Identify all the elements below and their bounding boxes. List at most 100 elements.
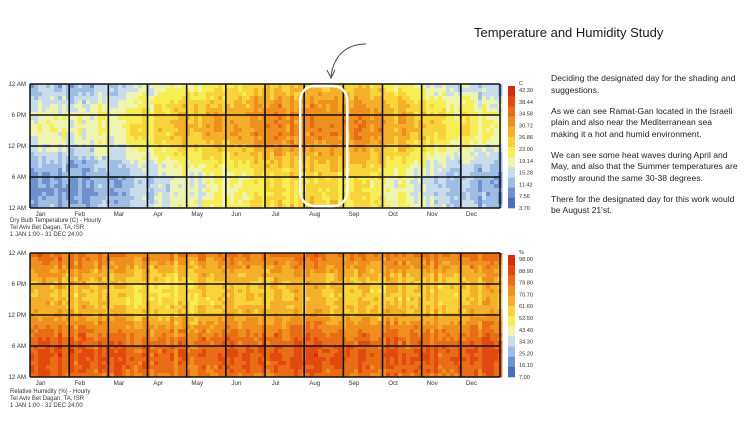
temp-cell (226, 124, 231, 129)
temp-cell (462, 84, 467, 89)
hum-cell (58, 357, 63, 362)
temp-cell (438, 140, 443, 145)
temp-cell (102, 120, 107, 125)
hum-cell (142, 341, 147, 346)
temp-cell (170, 176, 175, 181)
temp-cell (410, 192, 415, 197)
temp-cell (362, 204, 367, 209)
temp-cell (274, 156, 279, 161)
temp-cell (134, 92, 139, 97)
temp-cell (462, 192, 467, 197)
temp-cell (134, 136, 139, 141)
temp-cell (378, 156, 383, 161)
temp-cell (426, 108, 431, 113)
hum-cell (82, 305, 87, 310)
temp-cell (218, 196, 223, 201)
temp-cell (306, 108, 311, 113)
temp-cell (426, 148, 431, 153)
temp-cell (162, 116, 167, 121)
temp-cell (270, 196, 275, 201)
temp-cell (174, 88, 179, 93)
temp-cell (358, 188, 363, 193)
temp-cell (482, 112, 487, 117)
temp-cell (142, 100, 147, 105)
temp-cell (390, 168, 395, 173)
hum-cell (46, 369, 51, 374)
temp-cell (250, 128, 255, 133)
temp-cell (98, 148, 103, 153)
temp-cell (66, 104, 71, 109)
temp-cell (58, 108, 63, 113)
temp-cell (454, 96, 459, 101)
hum-cell (98, 301, 103, 306)
temp-cell (274, 148, 279, 153)
temp-cell (126, 196, 131, 201)
temp-cell (374, 128, 379, 133)
temp-cell (334, 192, 339, 197)
temp-cell (442, 172, 447, 177)
hum-cell (62, 277, 67, 282)
temp-cell (330, 108, 335, 113)
temp-cell (338, 176, 343, 181)
temp-cell (242, 136, 247, 141)
temp-cell (282, 120, 287, 125)
temp-cell (430, 120, 435, 125)
temp-cell (350, 132, 355, 137)
temp-cell (466, 116, 471, 121)
temp-cell (194, 184, 199, 189)
temp-cell (210, 164, 215, 169)
temp-cell (74, 196, 79, 201)
temp-cell (126, 140, 131, 145)
hum-cell (58, 301, 63, 306)
temp-cell (234, 120, 239, 125)
temp-cell (86, 176, 91, 181)
temp-cell (118, 184, 123, 189)
hum-cell (142, 357, 147, 362)
temp-cell (142, 196, 147, 201)
hum-cell (150, 289, 155, 294)
temp-cell (358, 184, 363, 189)
temp-cell (454, 92, 459, 97)
temp-cell (422, 132, 427, 137)
temp-cell (274, 128, 279, 133)
hum-cell (114, 309, 119, 314)
temp-cell (34, 164, 39, 169)
temp-cell (350, 188, 355, 193)
hum-cell (94, 333, 99, 338)
temp-cell (378, 164, 383, 169)
temp-cell (266, 96, 271, 101)
temp-cell (358, 172, 363, 177)
temp-cell (42, 148, 47, 153)
temp-cell (202, 132, 207, 137)
temp-cell (402, 116, 407, 121)
temp-cell (242, 172, 247, 177)
temp-cell (486, 176, 491, 181)
hum-cell (74, 285, 79, 290)
hum-cell (86, 357, 91, 362)
temp-cell (78, 132, 83, 137)
temp-cell (198, 112, 203, 117)
temp-cell (194, 188, 199, 193)
temp-cell (350, 100, 355, 105)
temp-cell (218, 164, 223, 169)
temp-cell (190, 184, 195, 189)
temp-cell (226, 92, 231, 97)
temp-cell (398, 96, 403, 101)
hum-cell (154, 357, 159, 362)
temp-cell (462, 120, 467, 125)
hum-cell (38, 281, 43, 286)
temp-cell (102, 140, 107, 145)
temp-cell (294, 104, 299, 109)
temp-cell (194, 104, 199, 109)
temp-cell (214, 152, 219, 157)
temp-cell (258, 124, 263, 129)
hum-cell (46, 345, 51, 350)
hum-cell (114, 317, 119, 322)
temp-cell (426, 84, 431, 89)
temp-cell (446, 124, 451, 129)
hum-cell (190, 309, 195, 314)
temp-cell (274, 188, 279, 193)
hum-cell (110, 321, 115, 326)
temp-cell (206, 88, 211, 93)
temp-cell (94, 156, 99, 161)
